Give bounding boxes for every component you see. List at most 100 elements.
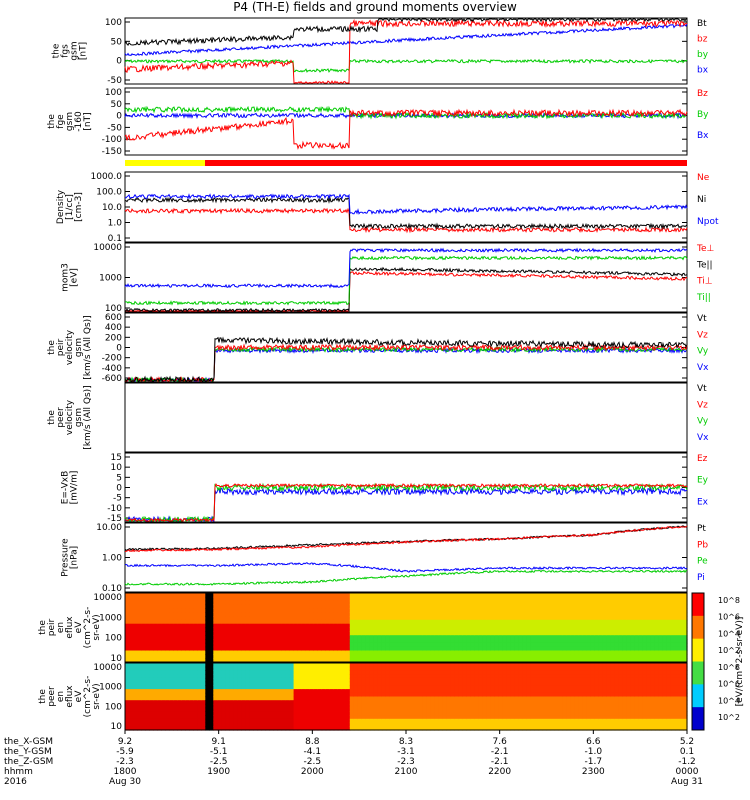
spectro-peer-cell (530, 666, 535, 671)
spectro-peer-cell (510, 685, 515, 690)
spectro-peir-cell (161, 627, 166, 632)
spectro-peer-cell (590, 681, 596, 686)
spectro-peir-cell (209, 642, 214, 648)
spectro-peir-cell (470, 604, 475, 609)
spectro-peer-cell (482, 722, 487, 727)
spectro-peir-cell (426, 593, 431, 598)
spectro-peer-cell (434, 711, 439, 716)
spectro-peer-cell (534, 715, 540, 720)
spectro-peer-cell (526, 663, 531, 668)
spectro-peir-cell (594, 627, 600, 632)
spectro-peer-cell (373, 681, 379, 686)
spectro-peir-cell (454, 600, 459, 606)
spectro-peir-cell (285, 639, 291, 644)
spectro-peir-cell (610, 593, 616, 598)
spectro-peer-cell (502, 703, 507, 709)
spectro-peer-cell (582, 670, 588, 675)
spectro-peer-cell (149, 696, 154, 701)
spectro-peir-cell (265, 654, 271, 659)
spectro-peir-cell (329, 608, 335, 613)
spectro-peer-cell (458, 670, 463, 675)
spectro-peir-cell (458, 619, 463, 625)
spectro-peir-cell (217, 604, 222, 609)
spectro-peir-cell (534, 612, 540, 617)
spectro-peer-cell (402, 663, 407, 668)
spectro-peer-cell (558, 700, 564, 705)
spectro-peir-cell (333, 635, 339, 640)
spectro-peir-cell (650, 612, 656, 617)
spectro-peir-cell (638, 604, 644, 609)
spectro-peir-cell (161, 646, 166, 652)
spectro-peir-cell (622, 608, 628, 613)
spectro-peir-cell (253, 600, 259, 606)
spectro-peir-cell (289, 604, 295, 609)
spectro-peer-cell (518, 703, 523, 709)
spectro-peir-cell (381, 593, 387, 598)
spectro-peir-cell (454, 619, 459, 625)
spectro-peir-cell (381, 612, 387, 617)
spectro-peer-cell (574, 670, 580, 675)
spectro-peir-cell (442, 631, 447, 636)
spectro-peir-cell (261, 593, 267, 598)
spectro-peir-cell (189, 596, 194, 602)
spectro-peir-cell (193, 600, 198, 606)
spectro-peir-cell (153, 619, 158, 625)
spectro-peer-cell (161, 692, 166, 698)
spectro-peer-cell (285, 711, 291, 716)
spectro-peir-cell (438, 650, 443, 655)
spectro-peer-cell (554, 692, 560, 698)
spectro-peir-cell (542, 658, 548, 663)
spectro-peir-cell (245, 650, 250, 655)
spectro-peir-cell (149, 650, 154, 655)
spectro-peer-cell (285, 677, 291, 683)
spectro-peer-cell (169, 722, 174, 727)
spectro-peer-cell (249, 681, 254, 686)
spectro-peer-cell (570, 674, 576, 679)
spectro-peir-cell (450, 600, 455, 606)
spectro-peer-cell (482, 663, 487, 668)
spectro-peer-cell (209, 689, 214, 694)
spectro-peer-cell (289, 722, 295, 727)
spectro-peir-cell (670, 627, 676, 632)
spectro-peer-cell (305, 670, 311, 675)
spectro-peir-cell (289, 650, 295, 655)
spectro-peir-cell (325, 642, 331, 648)
spectro-peir-cell (329, 616, 335, 621)
spectro-peer-cell (313, 677, 319, 683)
spectro-peer-cell (225, 718, 230, 724)
spectro-peir-cell (442, 646, 447, 652)
spectro-peir-cell (149, 654, 154, 659)
spectro-peir-cell (373, 654, 379, 659)
spectro-peer-cell (285, 696, 291, 701)
spectro-peir-cell (257, 623, 263, 629)
spectro-peer-cell (149, 726, 154, 731)
spectro-peer-cell (341, 681, 347, 686)
spectro-peir-cell (229, 623, 234, 629)
spectro-peir-cell (365, 600, 371, 606)
spectro-peir-cell (369, 646, 375, 652)
spectro-peir-cell (389, 596, 395, 602)
spectro-peer-cell (534, 681, 540, 686)
spectro-peer-cell (474, 663, 479, 668)
spectro-peer-cell (610, 718, 616, 724)
tick-label-temp: 1000 (99, 274, 122, 284)
spectro-peir-cell (550, 616, 556, 621)
spectro-peer-cell (398, 722, 403, 727)
spectro-peir-cell (566, 600, 572, 606)
spectro-peer-cell (293, 666, 299, 671)
spectro-peer-cell (261, 715, 267, 720)
spectro-peir-cell (313, 658, 319, 663)
spectro-peir-cell (213, 654, 218, 659)
spectro-peer-cell (442, 666, 447, 671)
spectro-peir-cell (638, 639, 644, 644)
spectro-peer-cell (530, 685, 535, 690)
spectro-peir-cell (385, 654, 391, 659)
spectro-peer-cell (566, 689, 572, 694)
spectro-peir-cell (586, 639, 592, 644)
spectro-peer-cell (153, 670, 158, 675)
spectro-peer-cell (594, 681, 600, 686)
tick-label-fgs: 50 (111, 37, 123, 47)
spectro-peer-cell (422, 696, 427, 701)
spectro-peer-cell (606, 715, 612, 720)
spectro-peir-cell (129, 631, 134, 636)
